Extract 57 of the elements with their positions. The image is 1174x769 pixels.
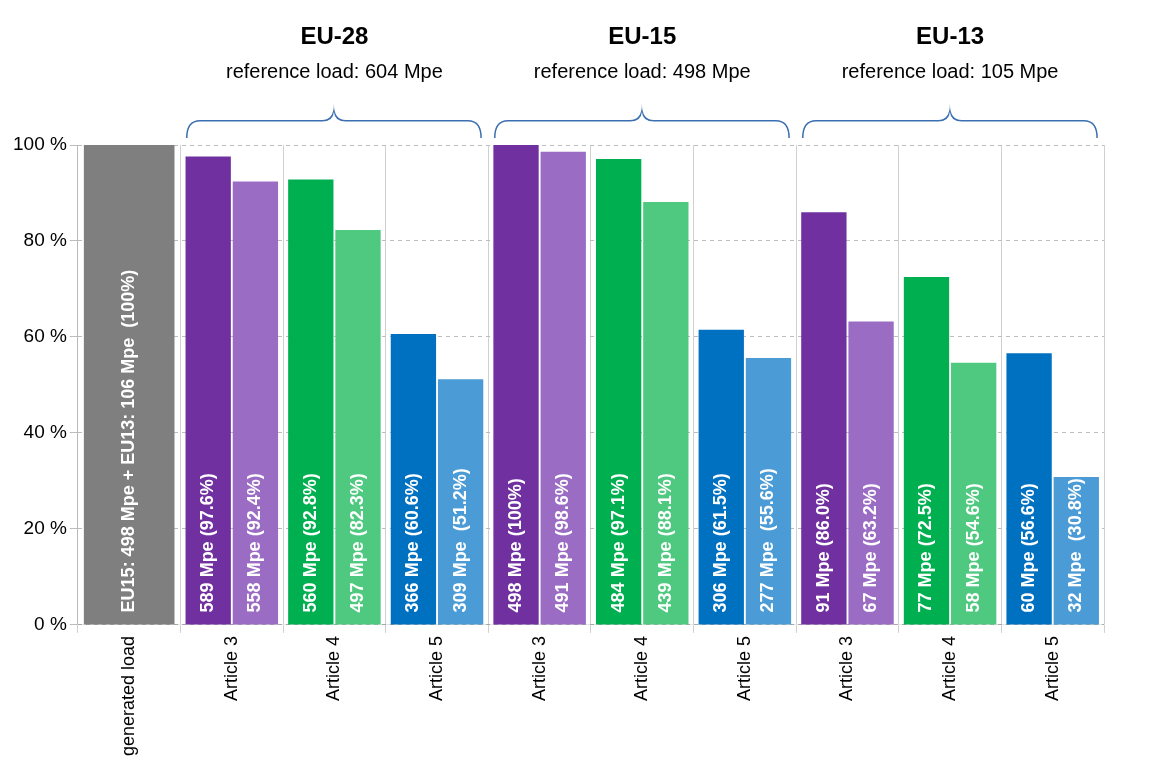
y-tick-label: 20 % — [23, 517, 67, 539]
y-tick-label: 60 % — [23, 325, 67, 347]
x-tick-label: Article 3 — [220, 635, 241, 701]
bar — [1006, 353, 1052, 625]
x-tick-label: Article 5 — [425, 635, 446, 701]
y-tick-label: 80 % — [23, 229, 67, 251]
bar — [493, 145, 539, 625]
x-tick-label: Article 5 — [733, 635, 754, 701]
data-label: 277 Mpe (55.6%) — [757, 468, 778, 613]
x-tick-label: Article 3 — [528, 635, 549, 701]
text: EU-28 — [299, 22, 370, 50]
data-label: 91 Mpe (86.0%) — [812, 483, 833, 613]
x-tick-label: Article 5 — [1041, 635, 1062, 701]
text: reference load: 105 Mpe — [840, 60, 1060, 83]
data-label: 497 Mpe (82.3%) — [346, 473, 367, 613]
x-tick-label: Article 4 — [323, 635, 344, 701]
data-label: 498 Mpe (100%) — [505, 478, 525, 613]
data-label: 32 Mpe (30.8%) — [1065, 478, 1086, 613]
x-tick-label: Article 3 — [836, 635, 857, 701]
bar — [390, 334, 437, 625]
data-label: 58 Mpe (54.6%) — [962, 483, 983, 613]
bar — [288, 179, 334, 625]
text: EU-15 — [607, 22, 678, 50]
text: reference load: 498 Mpe — [532, 60, 752, 83]
bar — [745, 358, 792, 625]
data-label: 560 Mpe (92.8%) — [299, 473, 320, 613]
data-label: 77 Mpe (72.5%) — [915, 483, 936, 613]
x-tick-label: Article 4 — [939, 635, 960, 701]
bar — [903, 276, 950, 625]
x-tick-label: generated load — [118, 635, 139, 757]
data-label: 309 Mpe (51.2%) — [449, 468, 470, 613]
bar — [951, 362, 997, 625]
bar — [801, 212, 847, 625]
bar — [643, 202, 689, 625]
bar — [698, 329, 744, 625]
bar — [185, 156, 231, 625]
text: EU-13 — [915, 22, 986, 50]
data-label: 484 Mpe (97.1%) — [607, 473, 628, 613]
data-label: 60 Mpe (56.6%) — [1018, 483, 1039, 613]
y-tick-label: 100 % — [13, 133, 67, 155]
data-label: EU15: 498 Mpe + EU13: 106 Mpe (100%) — [118, 269, 139, 613]
bar — [595, 158, 642, 625]
bar — [232, 181, 279, 625]
data-label: 558 Mpe (92.4%) — [244, 473, 265, 613]
data-label: 439 Mpe (88.1%) — [654, 473, 675, 613]
bar — [540, 151, 586, 625]
data-label: 589 Mpe (97.6%) — [197, 473, 218, 613]
text: reference load: 604 Mpe — [225, 60, 444, 83]
y-tick-label: 0 % — [34, 613, 67, 635]
bar — [335, 229, 381, 625]
data-label: 366 Mpe (60.6%) — [402, 473, 423, 613]
data-label: 67 Mpe (63.2%) — [860, 483, 881, 613]
bar — [848, 321, 894, 625]
x-tick-label: Article 4 — [631, 635, 652, 701]
y-tick-label: 40 % — [23, 421, 67, 443]
data-label: 491 Mpe (98.6%) — [552, 473, 573, 613]
data-label: 306 Mpe (61.5%) — [710, 473, 731, 613]
